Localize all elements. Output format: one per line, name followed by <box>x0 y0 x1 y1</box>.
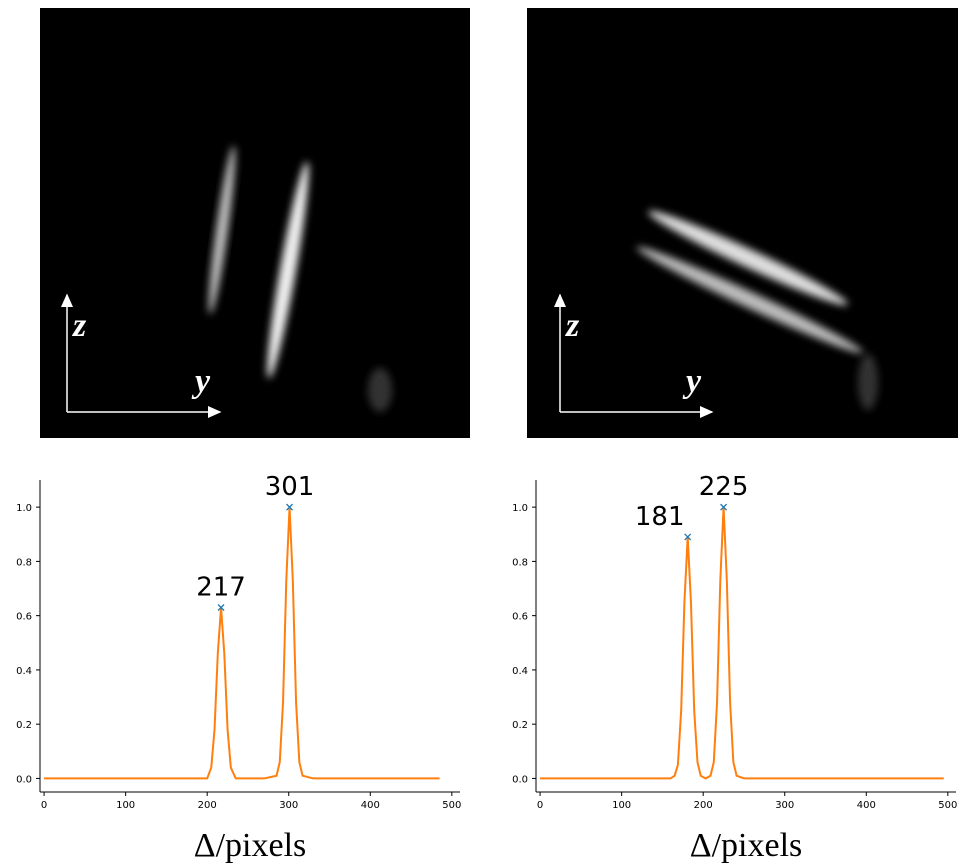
x-axis-label: Δ/pixels <box>690 827 803 864</box>
y-tick-label: 0.8 <box>512 557 528 568</box>
x-tick-label: 300 <box>279 800 298 811</box>
x-axis-label: Δ/pixels <box>194 827 307 864</box>
y-tick-label: 1.0 <box>16 503 32 514</box>
y-tick-label: 0.6 <box>16 612 32 623</box>
y-axis-label: y <box>191 363 211 400</box>
y-tick-label: 1.0 <box>512 503 528 514</box>
x-tick-label: 400 <box>857 800 876 811</box>
peak-marker <box>217 604 225 611</box>
peak-label: 181 <box>635 502 685 532</box>
x-tick-label: 100 <box>116 800 135 811</box>
image-right: z y <box>527 8 958 438</box>
y-axis-label: y <box>682 363 702 400</box>
z-axis-label: z <box>72 307 87 344</box>
x-tick-label: 200 <box>198 800 217 811</box>
x-tick-label: 100 <box>612 800 631 811</box>
line-chart: 0.0 0.2 0.4 0.6 0.8 1.0 0 100 200 300 400 500 217 301… <box>16 472 461 864</box>
line-chart: 0.0 0.2 0.4 0.6 0.8 1.0 0 100 200 300 400 500 181 225… <box>512 472 957 864</box>
image-left: z y <box>40 8 470 438</box>
data-line <box>44 507 440 780</box>
y-tick-label: 0.0 <box>512 774 528 785</box>
x-tick-label: 500 <box>938 800 957 811</box>
x-tick-label: 0 <box>537 800 543 811</box>
peak-marker <box>720 503 728 511</box>
peak-label: 217 <box>196 573 246 603</box>
y-tick-label: 0.2 <box>512 720 528 731</box>
peak-label: 301 <box>265 472 315 502</box>
y-tick-label: 0.2 <box>16 720 32 731</box>
z-axis-label: z <box>565 307 580 344</box>
peak-marker <box>286 503 294 511</box>
data-line <box>540 507 944 780</box>
y-tick-label: 0.4 <box>512 666 528 677</box>
x-tick-label: 400 <box>361 800 380 811</box>
y-tick-label: 0.4 <box>16 666 32 677</box>
y-tick-label: 0.6 <box>512 612 528 623</box>
x-tick-label: 300 <box>775 800 794 811</box>
peak-marker <box>684 533 692 541</box>
x-tick-label: 500 <box>442 800 461 811</box>
x-tick-label: 0 <box>41 800 47 811</box>
y-tick-label: 0.0 <box>16 774 32 785</box>
peak-label: 225 <box>699 472 749 502</box>
y-tick-label: 0.8 <box>16 557 32 568</box>
x-tick-label: 200 <box>694 800 713 811</box>
